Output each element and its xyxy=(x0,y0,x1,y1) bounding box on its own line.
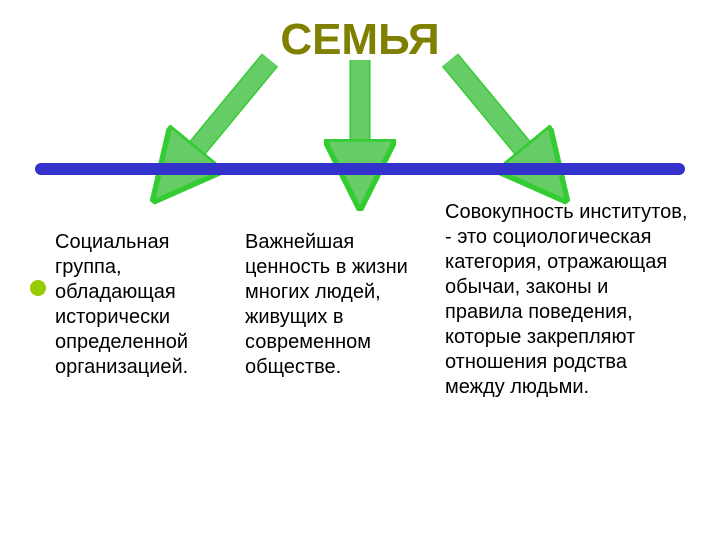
column-text-3: Совокупность институтов, - это социологи… xyxy=(445,200,690,400)
column-text-2: Важнейшая ценность в жизни многих людей,… xyxy=(245,230,425,380)
page-title: СЕМЬЯ xyxy=(0,15,720,65)
bullet-dot xyxy=(30,280,46,296)
divider-line xyxy=(35,163,685,175)
column-text-1: Социальная группа, обладающая историческ… xyxy=(55,230,225,380)
